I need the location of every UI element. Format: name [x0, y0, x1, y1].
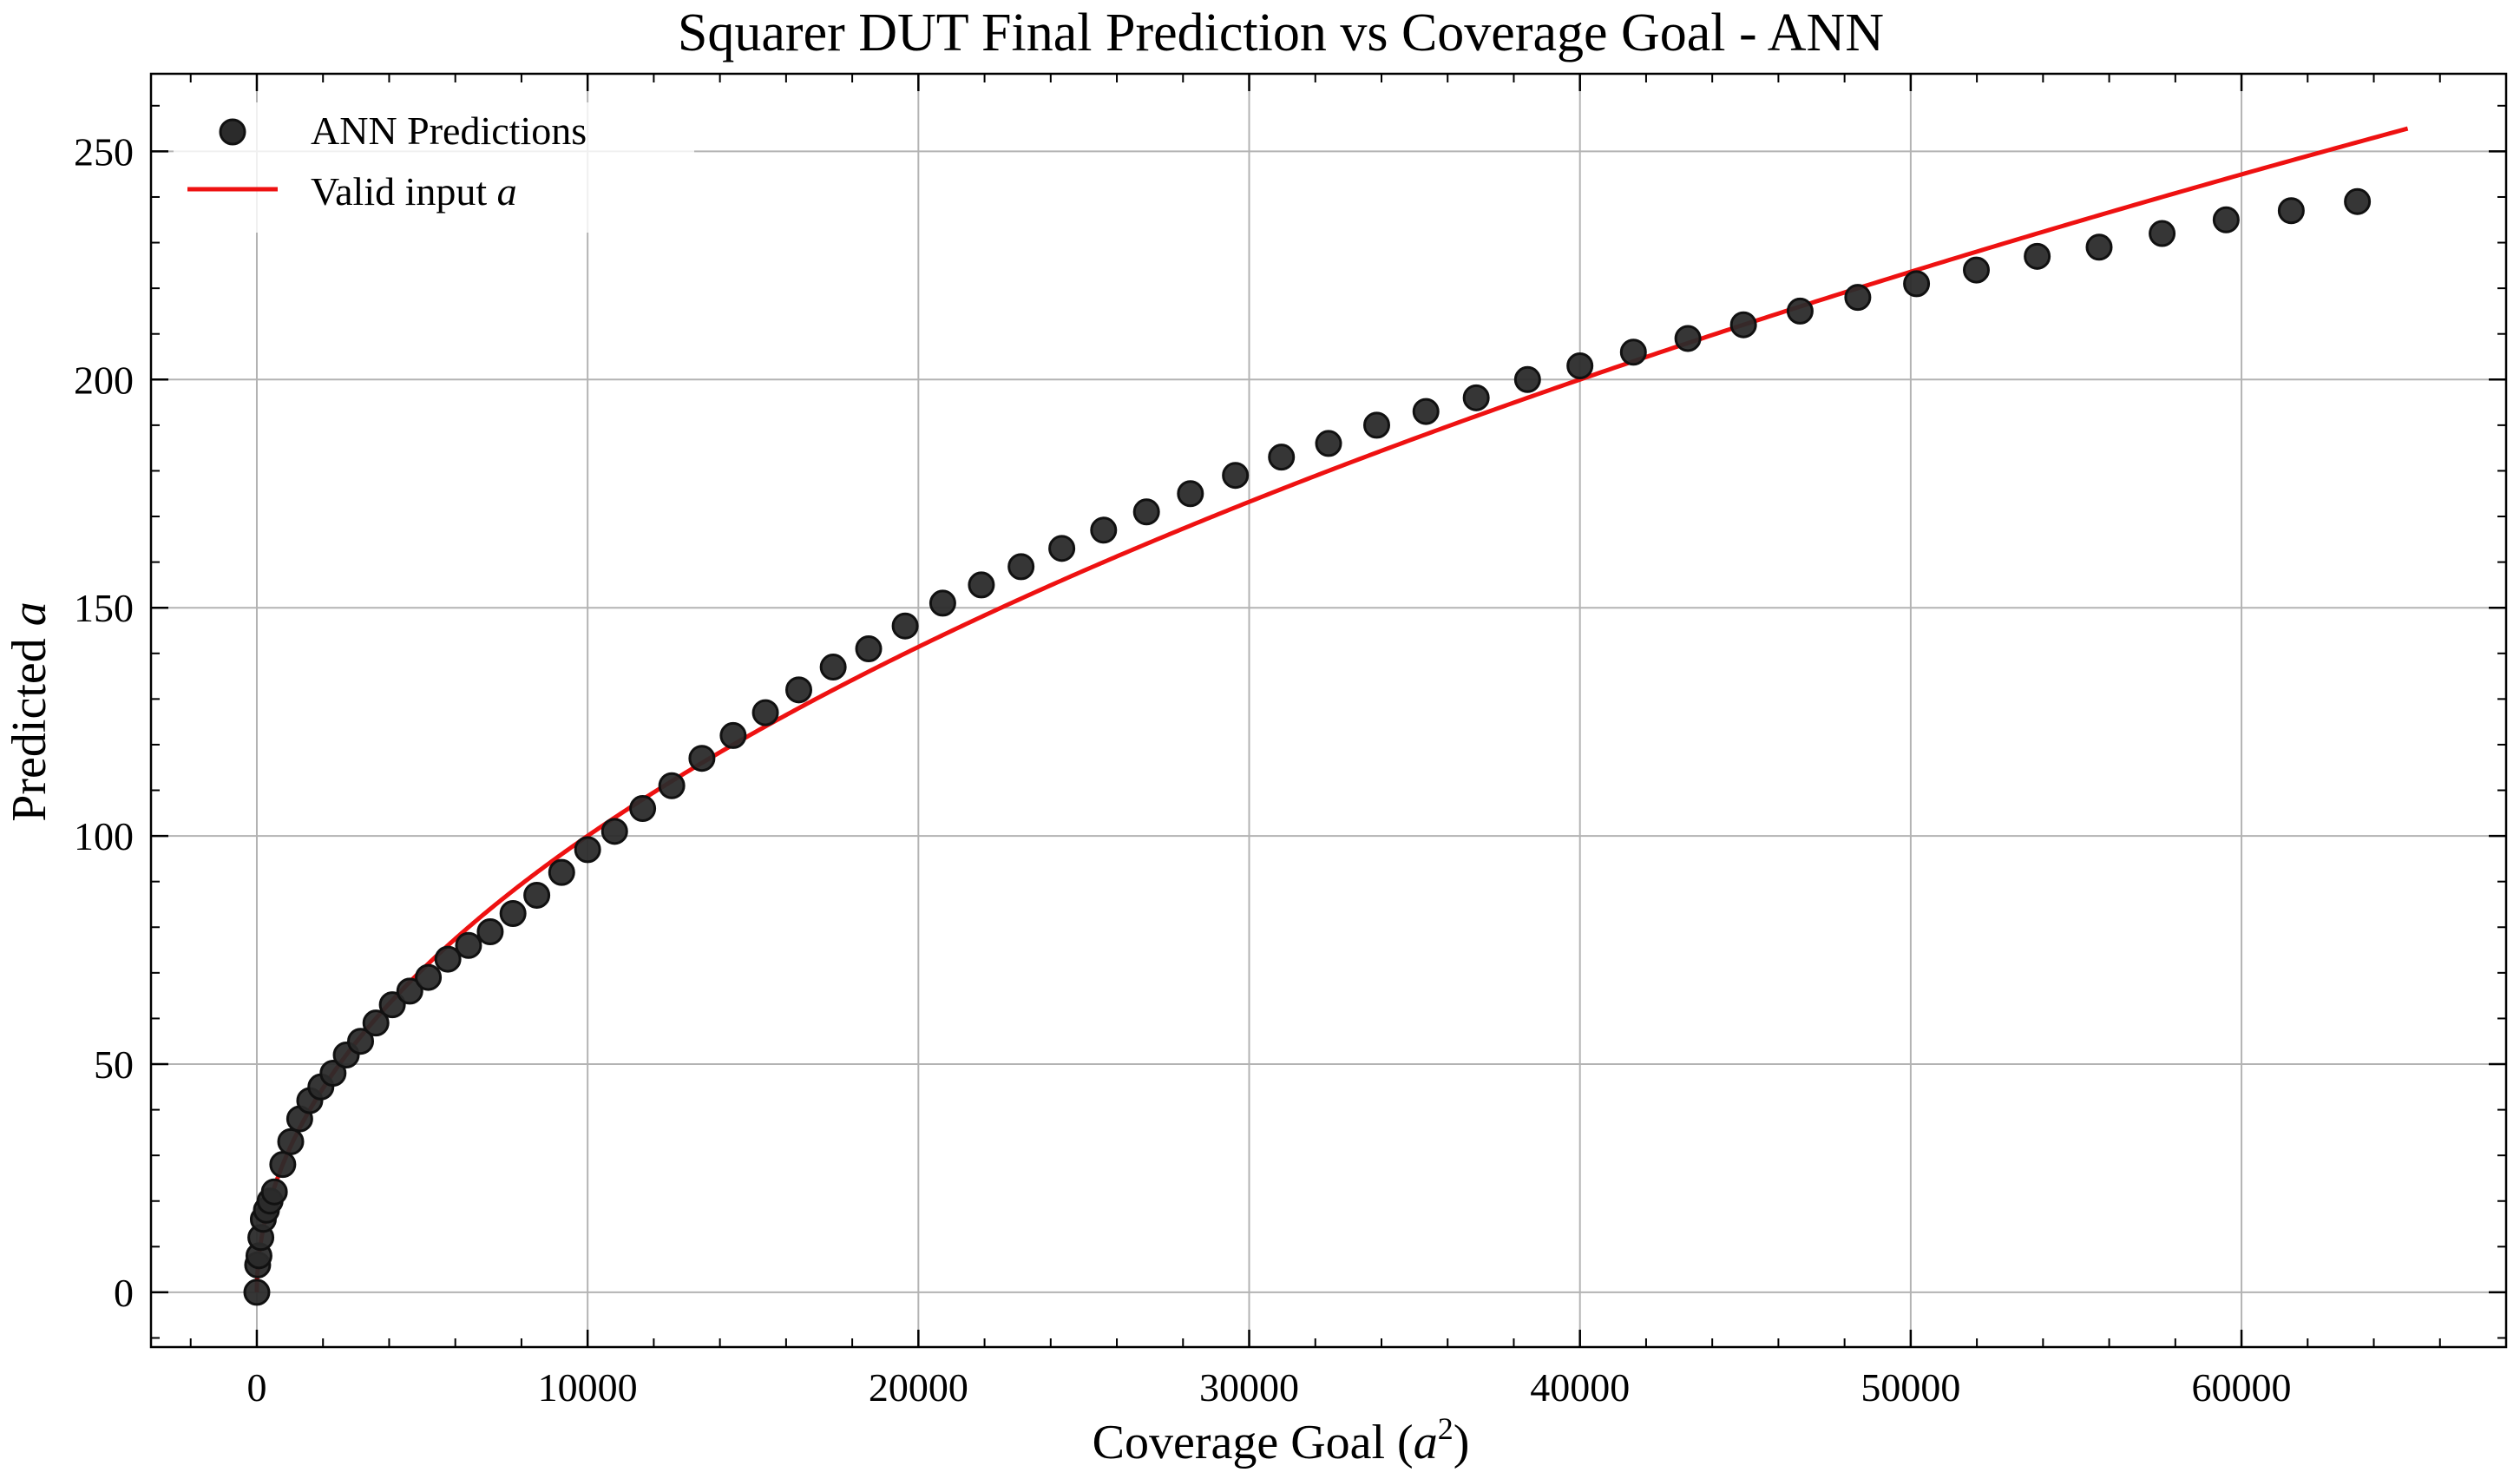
y-axis-label: Predicted a	[3, 601, 56, 821]
scatter-point	[499, 899, 527, 927]
scatter-point	[396, 977, 423, 1005]
scatter-point	[1844, 284, 1872, 312]
scatter-point	[629, 795, 657, 823]
scatter-point	[819, 654, 847, 681]
scatter-point	[319, 1060, 347, 1088]
scatter-point	[260, 1178, 288, 1206]
legend: ANN Predictions Valid input a	[174, 102, 694, 233]
y-tick-label: 150	[74, 586, 134, 630]
scatter-point	[1132, 498, 1160, 526]
scatter-point	[269, 1151, 297, 1179]
scatter-point	[1566, 352, 1594, 380]
scatter-point	[1315, 430, 1342, 457]
x-tick-label: 10000	[538, 1365, 638, 1410]
scatter-point	[751, 699, 779, 726]
y-tick-label: 250	[74, 129, 134, 174]
scatter-point	[2277, 197, 2305, 225]
scatter-point	[476, 918, 504, 946]
x-tick-label: 0	[246, 1365, 266, 1410]
scatter-point	[243, 1279, 271, 1306]
scatter-point	[1090, 516, 1118, 544]
valid-input-line	[254, 126, 2409, 1293]
scatter-point	[2149, 220, 2176, 247]
scatter-point	[1513, 365, 1541, 393]
scatter-point	[719, 721, 747, 749]
scatter-point	[277, 1127, 305, 1155]
plot-frame	[149, 72, 2508, 1349]
scatter-point	[1007, 553, 1035, 581]
x-axis-label: Coverage Goal (a2)	[1093, 1411, 1470, 1469]
scatter-point	[378, 991, 406, 1019]
tick-labels: 0 10000 20000 30000 40000 50000 60000 0 50 100 150…	[74, 129, 2292, 1410]
scatter-point	[1963, 256, 1991, 284]
scatter-point	[1674, 325, 1702, 352]
scatter-point	[1268, 444, 1296, 471]
scatter-series	[243, 187, 2372, 1306]
x-tick-label: 50000	[1860, 1365, 1960, 1410]
scatter-point	[2024, 242, 2051, 270]
scatter-point	[415, 963, 443, 991]
scatter-point	[2212, 206, 2240, 233]
scatter-point	[891, 612, 919, 640]
legend-label-ann: ANN Predictions	[311, 108, 587, 153]
x-tick-label: 30000	[1199, 1365, 1299, 1410]
chart-title: Squarer DUT Final Prediction vs Coverage…	[678, 3, 1884, 62]
line-series	[254, 126, 2409, 1293]
scatter-point	[1412, 398, 1440, 425]
y-tick-label: 50	[94, 1042, 134, 1087]
scatter-point	[855, 635, 883, 663]
scatter-point	[1903, 270, 1931, 298]
scatter-point	[1222, 462, 1250, 490]
axis-ticks	[151, 74, 2507, 1347]
scatter-point	[785, 676, 813, 704]
y-tick-label: 100	[74, 814, 134, 858]
scatter-point	[1619, 339, 1647, 366]
grid	[151, 74, 2506, 1347]
scatter-point	[600, 818, 628, 845]
scatter-point	[1729, 311, 1757, 339]
scatter-point	[1362, 411, 1390, 439]
scatter-point	[1177, 480, 1204, 508]
x-tick-label: 20000	[869, 1365, 968, 1410]
scatter-point	[1462, 384, 1490, 411]
scatter-point	[523, 881, 551, 909]
scatter-point	[658, 772, 686, 799]
scatter-point	[929, 589, 956, 617]
legend-label-valid: Valid input a	[311, 169, 517, 214]
scatter-point	[455, 931, 482, 959]
scatter-point	[362, 1009, 390, 1037]
scatter-point	[434, 945, 462, 973]
x-tick-label: 40000	[1530, 1365, 1630, 1410]
scatter-point	[2085, 233, 2113, 261]
scatter-point	[1786, 297, 1814, 325]
x-tick-label: 60000	[2192, 1365, 2292, 1410]
scatter-point	[968, 571, 995, 599]
scatter-point	[2344, 187, 2372, 215]
scatter-point	[688, 745, 716, 772]
scatter-point	[574, 836, 601, 864]
scatter-point	[548, 858, 575, 886]
legend-marker-scatter	[219, 118, 246, 146]
y-tick-label: 200	[74, 358, 134, 402]
scatter-point	[347, 1028, 375, 1055]
y-tick-label: 0	[114, 1271, 134, 1315]
legend-box	[174, 102, 694, 233]
scatter-point	[1048, 535, 1076, 562]
